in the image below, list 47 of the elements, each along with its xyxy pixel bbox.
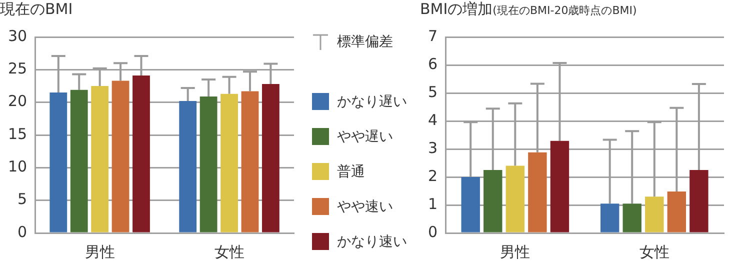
bar: [200, 96, 218, 232]
chart-title: 現在のBMI: [0, 0, 73, 19]
legend-label: 普通: [337, 162, 365, 180]
legend-label: かなり速い: [337, 232, 407, 250]
bar: [550, 140, 570, 232]
x-tick-label: 男性: [84, 242, 115, 261]
y-tick-label: 4: [428, 110, 438, 129]
legend-label: やや遅い: [337, 128, 393, 146]
y-tick-label: 0: [428, 222, 438, 241]
bar: [484, 170, 502, 232]
y-tick-label: 15: [8, 124, 28, 143]
bar: [50, 92, 68, 232]
text: 標準偏差: [337, 32, 393, 50]
x-tick-label: 女性: [639, 242, 670, 261]
y-tick-label: 30: [8, 26, 28, 45]
y-tick-label: 2: [428, 166, 438, 185]
bar: [70, 90, 88, 232]
y-tick-label: 10: [8, 158, 28, 176]
bar: [179, 101, 197, 232]
bar: [241, 91, 259, 232]
bar: [220, 94, 238, 232]
y-tick-label: 7: [428, 26, 438, 45]
y-tick-label: 5: [428, 82, 438, 101]
x-tick-label: 女性: [214, 242, 244, 261]
bar: [91, 86, 109, 232]
bar: [622, 204, 642, 232]
bar: [667, 192, 686, 232]
y-tick-label: 1: [428, 194, 438, 213]
y-tick-label: 0: [18, 222, 28, 241]
bar: [112, 80, 130, 232]
y-tick-label: 25: [8, 60, 28, 78]
bar: [506, 166, 525, 232]
legend-label: かなり遅い: [337, 92, 407, 110]
y-tick-label: 5: [18, 190, 28, 208]
chart-subtitle: (現在のBMI-20歳時点のBMI): [492, 4, 637, 17]
bar: [461, 177, 480, 232]
y-tick-label: 3: [428, 138, 438, 157]
bar: [600, 204, 620, 232]
bar: [262, 84, 280, 232]
y-tick-label: 6: [428, 54, 438, 73]
y-tick-label: 20: [8, 92, 28, 110]
legend-label: やや速い: [337, 198, 393, 216]
bar: [690, 170, 708, 232]
x-tick-label: 男性: [500, 242, 530, 261]
bar: [132, 76, 150, 232]
bar: [528, 152, 547, 232]
bar: [645, 196, 664, 232]
